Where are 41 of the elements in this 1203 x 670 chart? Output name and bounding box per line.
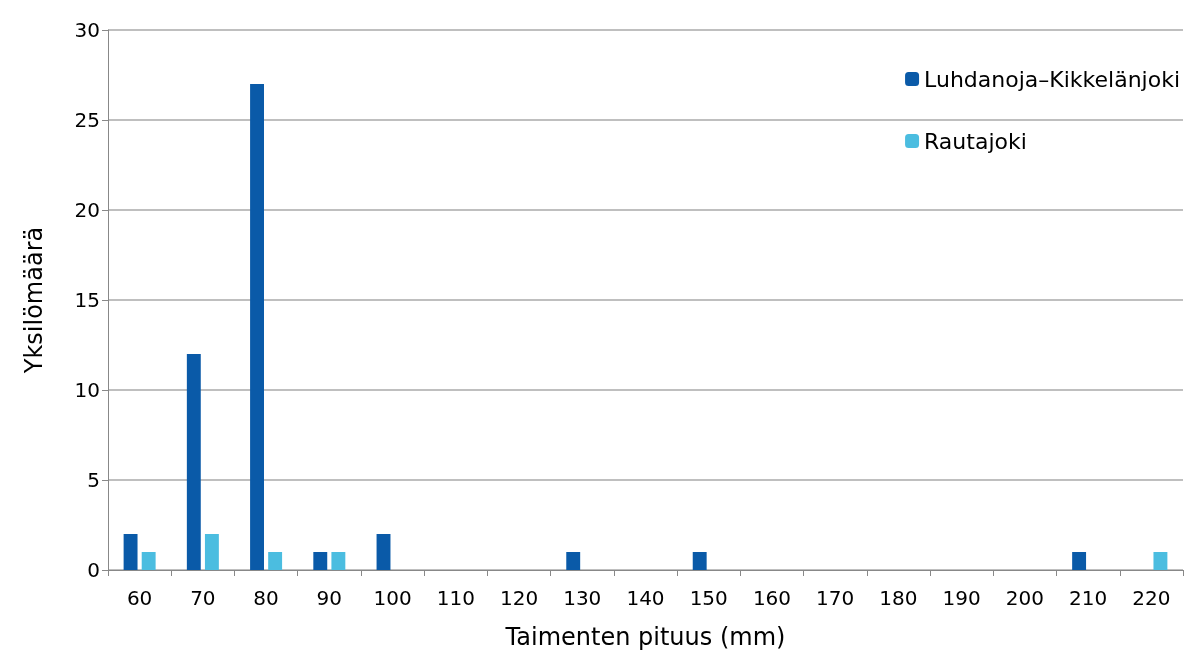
y-tick-label: 0 [87,558,100,582]
x-tick-label: 190 [942,586,981,610]
bar [268,552,283,570]
x-tick-label: 150 [689,586,728,610]
bar [204,534,219,570]
x-tick-label: 80 [253,586,279,610]
bar [1072,552,1087,570]
bar [250,84,264,570]
x-tick-label: 220 [1132,586,1171,610]
x-tick-label: 60 [126,586,153,610]
x-tick-label: 100 [373,586,412,610]
x-tick-label: 130 [563,586,602,610]
x-tick-label: 120 [499,586,539,610]
bar [141,552,156,570]
bar [376,534,391,570]
y-tick-label: 15 [74,288,100,312]
x-tick-label: 180 [879,586,918,610]
bar [566,552,581,570]
y-axis-title: Yksilömäärä [20,226,48,375]
x-tick-label: 170 [816,586,855,610]
x-tick-label: 160 [752,586,792,610]
legend-label: Rautajoki [924,128,1027,154]
legend-label: Luhdanoja–Kikkelänjoki [924,66,1180,92]
bar [186,354,201,570]
x-tick-label: 140 [626,586,665,610]
bar [123,534,138,570]
x-tick-label: 200 [1005,586,1045,610]
bar [692,552,707,570]
x-tick-label: 90 [316,586,343,610]
x-axis-title: Taimenten pituus (mm) [504,623,786,651]
x-tick-label: 210 [1069,586,1108,610]
bar [331,552,346,570]
y-tick-label: 10 [74,378,100,402]
y-tick-label: 25 [74,108,100,132]
x-tick-label: 70 [190,586,216,610]
x-tick-label: 110 [436,586,475,610]
bar [313,552,328,570]
y-tick-label: 30 [74,18,100,42]
y-tick-label: 5 [87,468,100,492]
y-tick-label: 20 [74,198,100,222]
bar [1153,552,1168,570]
